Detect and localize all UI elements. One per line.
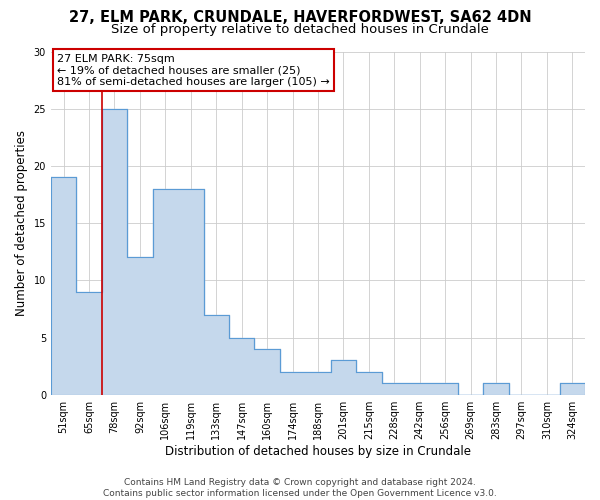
Text: Contains HM Land Registry data © Crown copyright and database right 2024.
Contai: Contains HM Land Registry data © Crown c… [103, 478, 497, 498]
X-axis label: Distribution of detached houses by size in Crundale: Distribution of detached houses by size … [165, 444, 471, 458]
Polygon shape [51, 108, 585, 395]
Text: Size of property relative to detached houses in Crundale: Size of property relative to detached ho… [111, 22, 489, 36]
Text: 27 ELM PARK: 75sqm
← 19% of detached houses are smaller (25)
81% of semi-detache: 27 ELM PARK: 75sqm ← 19% of detached hou… [57, 54, 330, 87]
Y-axis label: Number of detached properties: Number of detached properties [15, 130, 28, 316]
Text: 27, ELM PARK, CRUNDALE, HAVERFORDWEST, SA62 4DN: 27, ELM PARK, CRUNDALE, HAVERFORDWEST, S… [68, 10, 532, 25]
